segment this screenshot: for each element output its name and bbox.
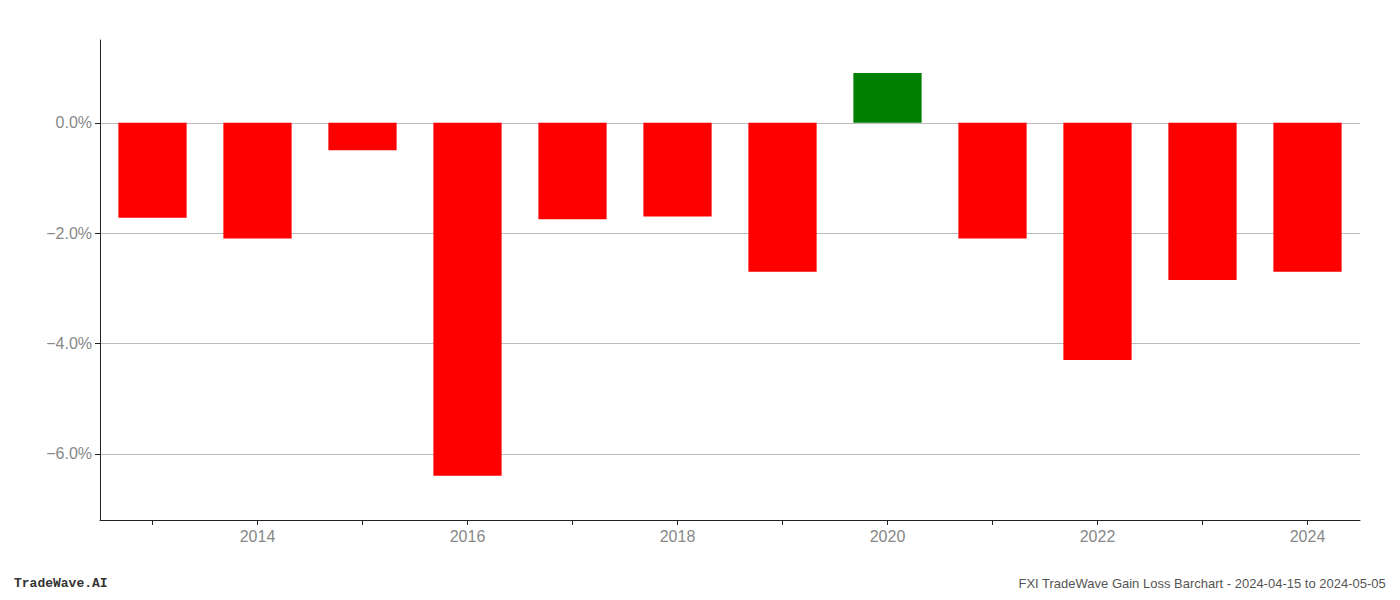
svg-text:2016: 2016 — [450, 528, 486, 545]
svg-text:2024: 2024 — [1290, 528, 1326, 545]
svg-text:−6.0%: −6.0% — [46, 445, 92, 462]
svg-text:2018: 2018 — [660, 528, 696, 545]
svg-text:2022: 2022 — [1080, 528, 1116, 545]
svg-text:−4.0%: −4.0% — [46, 335, 92, 352]
svg-text:0.0%: 0.0% — [56, 114, 92, 131]
svg-text:2014: 2014 — [240, 528, 276, 545]
svg-text:FXI TradeWave Gain Loss Barcha: FXI TradeWave Gain Loss Barchart - 2024-… — [1018, 576, 1385, 591]
svg-text:2020: 2020 — [870, 528, 906, 545]
svg-text:−2.0%: −2.0% — [46, 225, 92, 242]
svg-text:TradeWave.AI: TradeWave.AI — [14, 576, 108, 591]
